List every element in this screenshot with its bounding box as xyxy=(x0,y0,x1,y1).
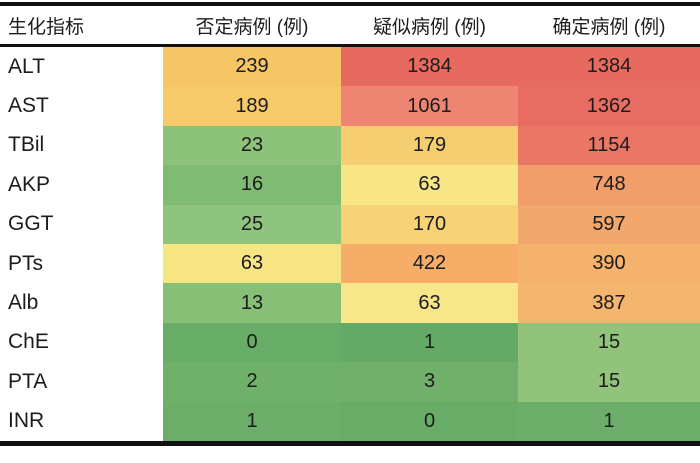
heatmap-cell: 422 xyxy=(341,243,518,284)
heatmap-cell: 1154 xyxy=(518,125,700,166)
table-row: TBil 23 179 1154 xyxy=(0,125,700,166)
row-label: ALT xyxy=(0,47,163,87)
table-row: INR 1 0 1 xyxy=(0,401,700,441)
table-top-border xyxy=(0,2,700,6)
heatmap-cell: 15 xyxy=(518,362,700,402)
table-row: PTs 63 422 390 xyxy=(0,243,700,284)
table-row: Alb 13 63 387 xyxy=(0,283,700,323)
heatmap-cell: 13 xyxy=(163,283,341,323)
table-row: PTA 2 3 15 xyxy=(0,362,700,402)
heatmap-cell: 1 xyxy=(163,401,341,441)
table-header-row: 生化指标 否定病例 (例) 疑似病例 (例) 确定病例 (例) xyxy=(0,6,700,44)
row-label: PTs xyxy=(0,243,163,284)
table-row: AST 189 1061 1362 xyxy=(0,86,700,126)
column-header-confirmed-cases: 确定病例 (例) xyxy=(552,16,666,38)
row-label: AST xyxy=(0,86,163,126)
row-label: AKP xyxy=(0,165,163,205)
table-body: ALT 239 1384 1384 AST 189 1061 1362 TBil 23 179 115… xyxy=(0,47,700,441)
table-row: GGT 25 170 597 xyxy=(0,204,700,244)
row-label: TBil xyxy=(0,125,163,166)
heatmap-cell: 387 xyxy=(518,283,700,323)
heatmap-cell: 23 xyxy=(163,125,341,166)
row-label: INR xyxy=(0,401,163,441)
heatmap-cell: 390 xyxy=(518,243,700,284)
heatmap-cell: 239 xyxy=(163,47,341,87)
heatmap-cell: 179 xyxy=(341,125,518,166)
row-label: ChE xyxy=(0,322,163,363)
heatmap-cell: 16 xyxy=(163,165,341,205)
header-separator-line xyxy=(0,44,700,47)
column-header-negative-cases: 否定病例 (例) xyxy=(195,16,309,38)
row-label: PTA xyxy=(0,362,163,402)
heatmap-cell: 189 xyxy=(163,86,341,126)
heatmap-cell: 63 xyxy=(341,165,518,205)
heatmap-cell: 3 xyxy=(341,362,518,402)
row-label: Alb xyxy=(0,283,163,323)
heatmap-cell: 25 xyxy=(163,204,341,244)
heatmap-cell: 1362 xyxy=(518,86,700,126)
column-header-suspected-cases: 疑似病例 (例) xyxy=(373,16,486,38)
heatmap-cell: 63 xyxy=(163,243,341,284)
table-row: AKP 16 63 748 xyxy=(0,165,700,205)
table-row: ALT 239 1384 1384 xyxy=(0,47,700,87)
heatmap-cell: 1 xyxy=(341,322,518,363)
table-row: ChE 0 1 15 xyxy=(0,322,700,363)
column-header-biomarker: 生化指标 xyxy=(0,6,163,44)
heatmap-cell: 1384 xyxy=(341,47,518,87)
heatmap-cell: 63 xyxy=(341,283,518,323)
heatmap-cell: 1 xyxy=(518,401,700,441)
heatmap-cell: 1061 xyxy=(341,86,518,126)
heatmap-cell: 0 xyxy=(163,322,341,363)
row-label: GGT xyxy=(0,204,163,244)
heatmap-cell: 1384 xyxy=(518,47,700,87)
heatmap-cell: 170 xyxy=(341,204,518,244)
heatmap-cell: 2 xyxy=(163,362,341,402)
heatmap-cell: 0 xyxy=(341,401,518,441)
heatmap-cell: 15 xyxy=(518,322,700,363)
heatmap-cell: 597 xyxy=(518,204,700,244)
table-bottom-border xyxy=(0,440,700,446)
heatmap-cell: 748 xyxy=(518,165,700,205)
